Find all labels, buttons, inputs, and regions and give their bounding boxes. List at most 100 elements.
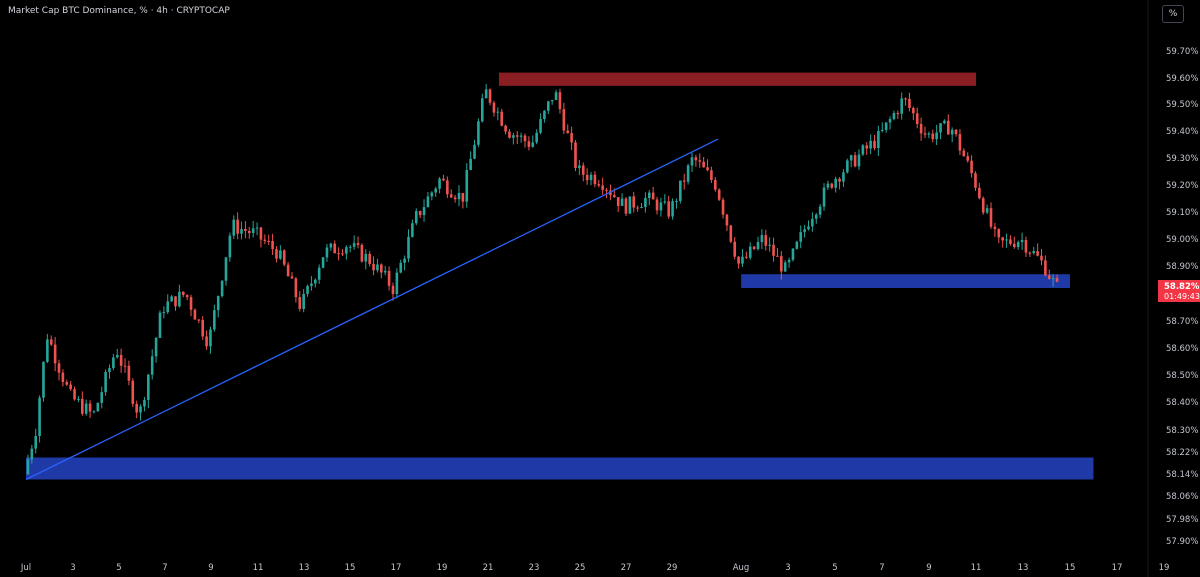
candle-body	[193, 309, 197, 320]
candle-body	[279, 250, 282, 259]
candle-body	[613, 195, 616, 198]
candle-body	[333, 243, 337, 254]
candle-body	[776, 255, 779, 257]
candle-body	[729, 225, 733, 242]
candle-body	[457, 192, 461, 200]
candle-body	[814, 214, 818, 219]
price-tick-label: 57.90%	[1166, 537, 1198, 547]
support-zone[interactable]	[741, 274, 1070, 288]
candle-body	[795, 241, 799, 249]
candle-body	[492, 102, 496, 113]
candle-body	[259, 227, 263, 240]
candle-body	[26, 459, 30, 474]
candle-body	[939, 123, 942, 133]
candle-body	[915, 113, 919, 124]
candle-body	[477, 121, 480, 145]
time-tick-label: 5	[832, 563, 837, 573]
candle-body	[970, 160, 973, 174]
candle-body	[628, 196, 632, 214]
time-tick-label: 7	[162, 563, 167, 573]
resistance-zone[interactable]	[498, 72, 976, 86]
price-tick-label: 58.60%	[1166, 344, 1198, 354]
candle-body	[290, 276, 294, 279]
candle-body	[985, 208, 989, 213]
candle-body	[710, 170, 713, 180]
candle-body	[543, 110, 546, 120]
candle-body	[325, 247, 329, 258]
candle-body	[1036, 251, 1039, 256]
candle-body	[154, 337, 158, 357]
candle-body	[189, 297, 193, 310]
candle-body	[671, 201, 674, 217]
candle-body	[438, 178, 441, 189]
time-tick-label: 15	[1065, 563, 1076, 573]
candle-body	[780, 256, 783, 272]
candle-body	[306, 285, 309, 294]
candle-body	[605, 189, 608, 191]
candle-body	[1032, 251, 1036, 254]
candle-body	[989, 208, 993, 227]
candle-body	[978, 187, 981, 199]
time-tick-label: 11	[971, 563, 982, 573]
percent-scale-button[interactable]: %	[1162, 5, 1184, 23]
candle-body	[368, 253, 371, 264]
candle-body	[675, 200, 678, 202]
candle-body	[807, 226, 810, 230]
price-tick-label: 58.50%	[1166, 371, 1198, 381]
price-tick-label: 59.30%	[1166, 154, 1198, 164]
candle-body	[558, 92, 562, 110]
support-zone[interactable]	[26, 457, 1094, 480]
candle-body	[1044, 260, 1047, 276]
candle-body	[73, 389, 76, 400]
ascending-trendline[interactable]	[25, 138, 719, 481]
candle-body	[981, 198, 985, 213]
candle-body	[644, 198, 647, 208]
candle-body	[962, 150, 966, 157]
time-tick-label: 19	[437, 563, 448, 573]
chart-title: Market Cap BTC Dominance, % · 4h · CRYPT…	[8, 6, 230, 16]
candle-body	[380, 264, 383, 273]
candle-body	[884, 122, 888, 130]
candle-body	[263, 239, 267, 241]
candle-body	[993, 226, 997, 230]
time-tick-label: 3	[70, 563, 75, 573]
candle-body	[158, 312, 162, 338]
time-tick-label: Aug	[733, 563, 750, 573]
candle-body	[430, 192, 434, 197]
price-tick-label: 59.00%	[1166, 235, 1198, 245]
candle-body	[131, 380, 135, 404]
candle-body	[434, 188, 437, 193]
candle-body	[935, 132, 938, 140]
candle-body	[488, 89, 492, 103]
candle-body	[469, 158, 472, 171]
candle-body	[849, 155, 853, 161]
candle-body	[616, 197, 620, 206]
candle-body	[1020, 239, 1024, 243]
candle-body	[232, 219, 236, 236]
candle-body	[725, 214, 729, 226]
candle-body	[601, 185, 604, 190]
time-axis: Jul 3 5 7 9 11 13 15 17 19 21 23 25 27 29 Aug 3 5 7 9 11 13 15…	[20, 563, 1170, 573]
candle-body	[877, 130, 880, 149]
candle-body	[756, 242, 760, 250]
candle-body	[1001, 237, 1004, 241]
candle-body	[1028, 252, 1032, 254]
candle-body	[974, 173, 977, 188]
candle-body	[523, 135, 527, 142]
candle-body	[531, 142, 535, 147]
candle-body	[1051, 278, 1055, 280]
candle-body	[888, 119, 892, 123]
candle-body	[760, 235, 764, 243]
time-tick-label: 9	[926, 563, 931, 573]
candle-body	[857, 154, 861, 167]
candle-body	[690, 157, 694, 166]
price-tick-label: 58.06%	[1166, 492, 1198, 502]
candle-body	[826, 183, 830, 188]
candle-body	[442, 178, 445, 181]
candle-body	[702, 161, 705, 168]
price-tick-label: 59.70%	[1166, 47, 1198, 57]
candle-body	[376, 264, 379, 271]
candle-body	[251, 228, 255, 234]
candle-body	[352, 243, 356, 247]
